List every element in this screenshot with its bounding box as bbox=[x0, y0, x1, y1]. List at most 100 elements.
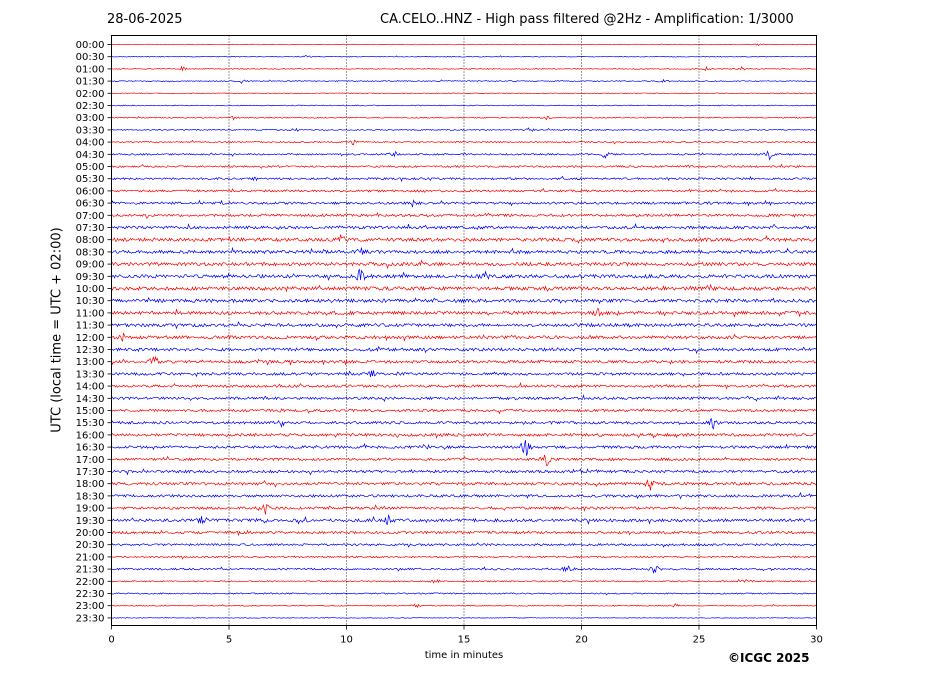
grid-lines bbox=[228, 35, 700, 626]
y-tick-label: 00:00 bbox=[76, 40, 105, 51]
y-tick-label: 07:00 bbox=[76, 211, 105, 222]
y-tick-label: 10:30 bbox=[76, 296, 105, 307]
x-tick-label: 0 bbox=[108, 635, 114, 646]
trace-row-0530 bbox=[111, 175, 817, 183]
seismic-traces bbox=[111, 43, 817, 620]
x-tick-label: 10 bbox=[340, 635, 353, 646]
y-tick-label: 04:30 bbox=[76, 150, 105, 161]
y-tick-label: 10:00 bbox=[76, 284, 105, 295]
y-tick-label: 15:30 bbox=[76, 418, 105, 429]
y-tick-label: 21:30 bbox=[76, 565, 105, 576]
y-tick-label: 03:30 bbox=[76, 125, 105, 136]
y-tick-label: 08:30 bbox=[76, 247, 105, 258]
trace-row-0300 bbox=[111, 115, 817, 121]
trace-row-2100 bbox=[111, 555, 817, 560]
y-tick-label: 09:00 bbox=[76, 260, 105, 271]
y-tick-label: 17:30 bbox=[76, 467, 105, 478]
trace-row-0230 bbox=[111, 104, 817, 107]
y-tick-label: 13:30 bbox=[76, 369, 105, 380]
chart-title: CA.CELO..HNZ - High pass filtered @2Hz -… bbox=[380, 12, 794, 27]
y-tick-label: 08:00 bbox=[76, 235, 105, 246]
y-tick-label: 03:00 bbox=[76, 113, 105, 124]
trace-row-1300 bbox=[111, 355, 817, 366]
y-tick-label: 23:00 bbox=[76, 601, 105, 612]
trace-row-0430 bbox=[111, 150, 817, 161]
x-tick-label: 15 bbox=[458, 635, 471, 646]
y-tick-label: 18:30 bbox=[76, 491, 105, 502]
y-tick-label: 14:00 bbox=[76, 382, 105, 393]
trace-row-0330 bbox=[111, 127, 817, 132]
y-tick-label: 13:00 bbox=[76, 357, 105, 368]
trace-row-1830 bbox=[111, 491, 817, 500]
trace-row-0730 bbox=[111, 222, 817, 231]
y-tick-label: 11:30 bbox=[76, 321, 105, 332]
y-tick-label: 05:30 bbox=[76, 174, 105, 185]
trace-row-0000 bbox=[111, 43, 817, 47]
y-tick-label: 00:30 bbox=[76, 52, 105, 63]
x-tick-label: 20 bbox=[575, 635, 588, 646]
trace-row-1030 bbox=[111, 297, 817, 305]
y-tick-label: 12:30 bbox=[76, 345, 105, 356]
trace-row-0630 bbox=[111, 199, 817, 208]
y-tick-label: 11:00 bbox=[76, 308, 105, 319]
trace-row-0130 bbox=[111, 78, 817, 84]
trace-row-0900 bbox=[111, 259, 817, 270]
trace-row-1900 bbox=[111, 503, 817, 515]
trace-row-0100 bbox=[111, 65, 817, 72]
trace-row-1400 bbox=[111, 381, 817, 390]
trace-row-0830 bbox=[111, 246, 817, 255]
y-tick-label: 02:00 bbox=[76, 89, 105, 100]
y-tick-label: 19:30 bbox=[76, 516, 105, 527]
trace-row-2200 bbox=[111, 578, 817, 584]
y-tick-label: 02:30 bbox=[76, 101, 105, 112]
copyright-label: ©ICGC 2025 bbox=[728, 651, 810, 665]
y-tick-label: 21:00 bbox=[76, 552, 105, 563]
trace-row-0400 bbox=[111, 139, 817, 146]
y-tick-label: 19:00 bbox=[76, 504, 105, 515]
trace-row-2330 bbox=[111, 616, 817, 620]
y-tick-label: 17:00 bbox=[76, 455, 105, 466]
trace-row-2230 bbox=[111, 592, 817, 596]
x-axis-ticks: 0 5 10 15 20 25 30 bbox=[108, 625, 823, 646]
trace-row-1500 bbox=[111, 407, 817, 415]
y-tick-label: 22:00 bbox=[76, 577, 105, 588]
y-tick-label: 01:00 bbox=[76, 64, 105, 75]
y-tick-label: 20:30 bbox=[76, 540, 105, 551]
y-tick-label: 06:30 bbox=[76, 199, 105, 210]
trace-row-2030 bbox=[111, 542, 817, 548]
y-tick-label: 12:00 bbox=[76, 333, 105, 344]
trace-row-1730 bbox=[111, 468, 817, 476]
trace-row-2300 bbox=[111, 603, 817, 609]
x-tick-label: 25 bbox=[693, 635, 706, 646]
trace-row-1100 bbox=[111, 308, 817, 318]
trace-row-1330 bbox=[111, 370, 817, 378]
trace-row-1130 bbox=[111, 321, 817, 330]
trace-row-0800 bbox=[111, 234, 817, 244]
x-tick-label: 5 bbox=[226, 635, 232, 646]
y-tick-label: 09:30 bbox=[76, 272, 105, 283]
y-tick-label: 20:00 bbox=[76, 528, 105, 539]
y-tick-label: 16:30 bbox=[76, 443, 105, 454]
trace-row-1530 bbox=[111, 418, 817, 430]
x-tick-label: 30 bbox=[810, 635, 823, 646]
y-tick-label: 05:00 bbox=[76, 162, 105, 173]
y-tick-label: 07:30 bbox=[76, 223, 105, 234]
y-tick-label: 06:00 bbox=[76, 186, 105, 197]
trace-row-0030 bbox=[111, 55, 817, 58]
y-tick-label: 22:30 bbox=[76, 589, 105, 600]
trace-row-1430 bbox=[111, 394, 817, 403]
trace-row-1930 bbox=[111, 514, 817, 525]
trace-row-0200 bbox=[111, 92, 817, 95]
trace-row-1600 bbox=[111, 432, 817, 439]
y-tick-label: 23:30 bbox=[76, 613, 105, 624]
y-tick-label: 14:30 bbox=[76, 394, 105, 405]
y-tick-label: 18:00 bbox=[76, 479, 105, 490]
trace-row-1800 bbox=[111, 479, 817, 491]
trace-row-2130 bbox=[111, 565, 817, 575]
date-label: 28-06-2025 bbox=[107, 12, 183, 27]
trace-row-1700 bbox=[111, 454, 817, 466]
trace-row-0500 bbox=[111, 163, 817, 169]
x-axis-label: time in minutes bbox=[424, 650, 504, 661]
